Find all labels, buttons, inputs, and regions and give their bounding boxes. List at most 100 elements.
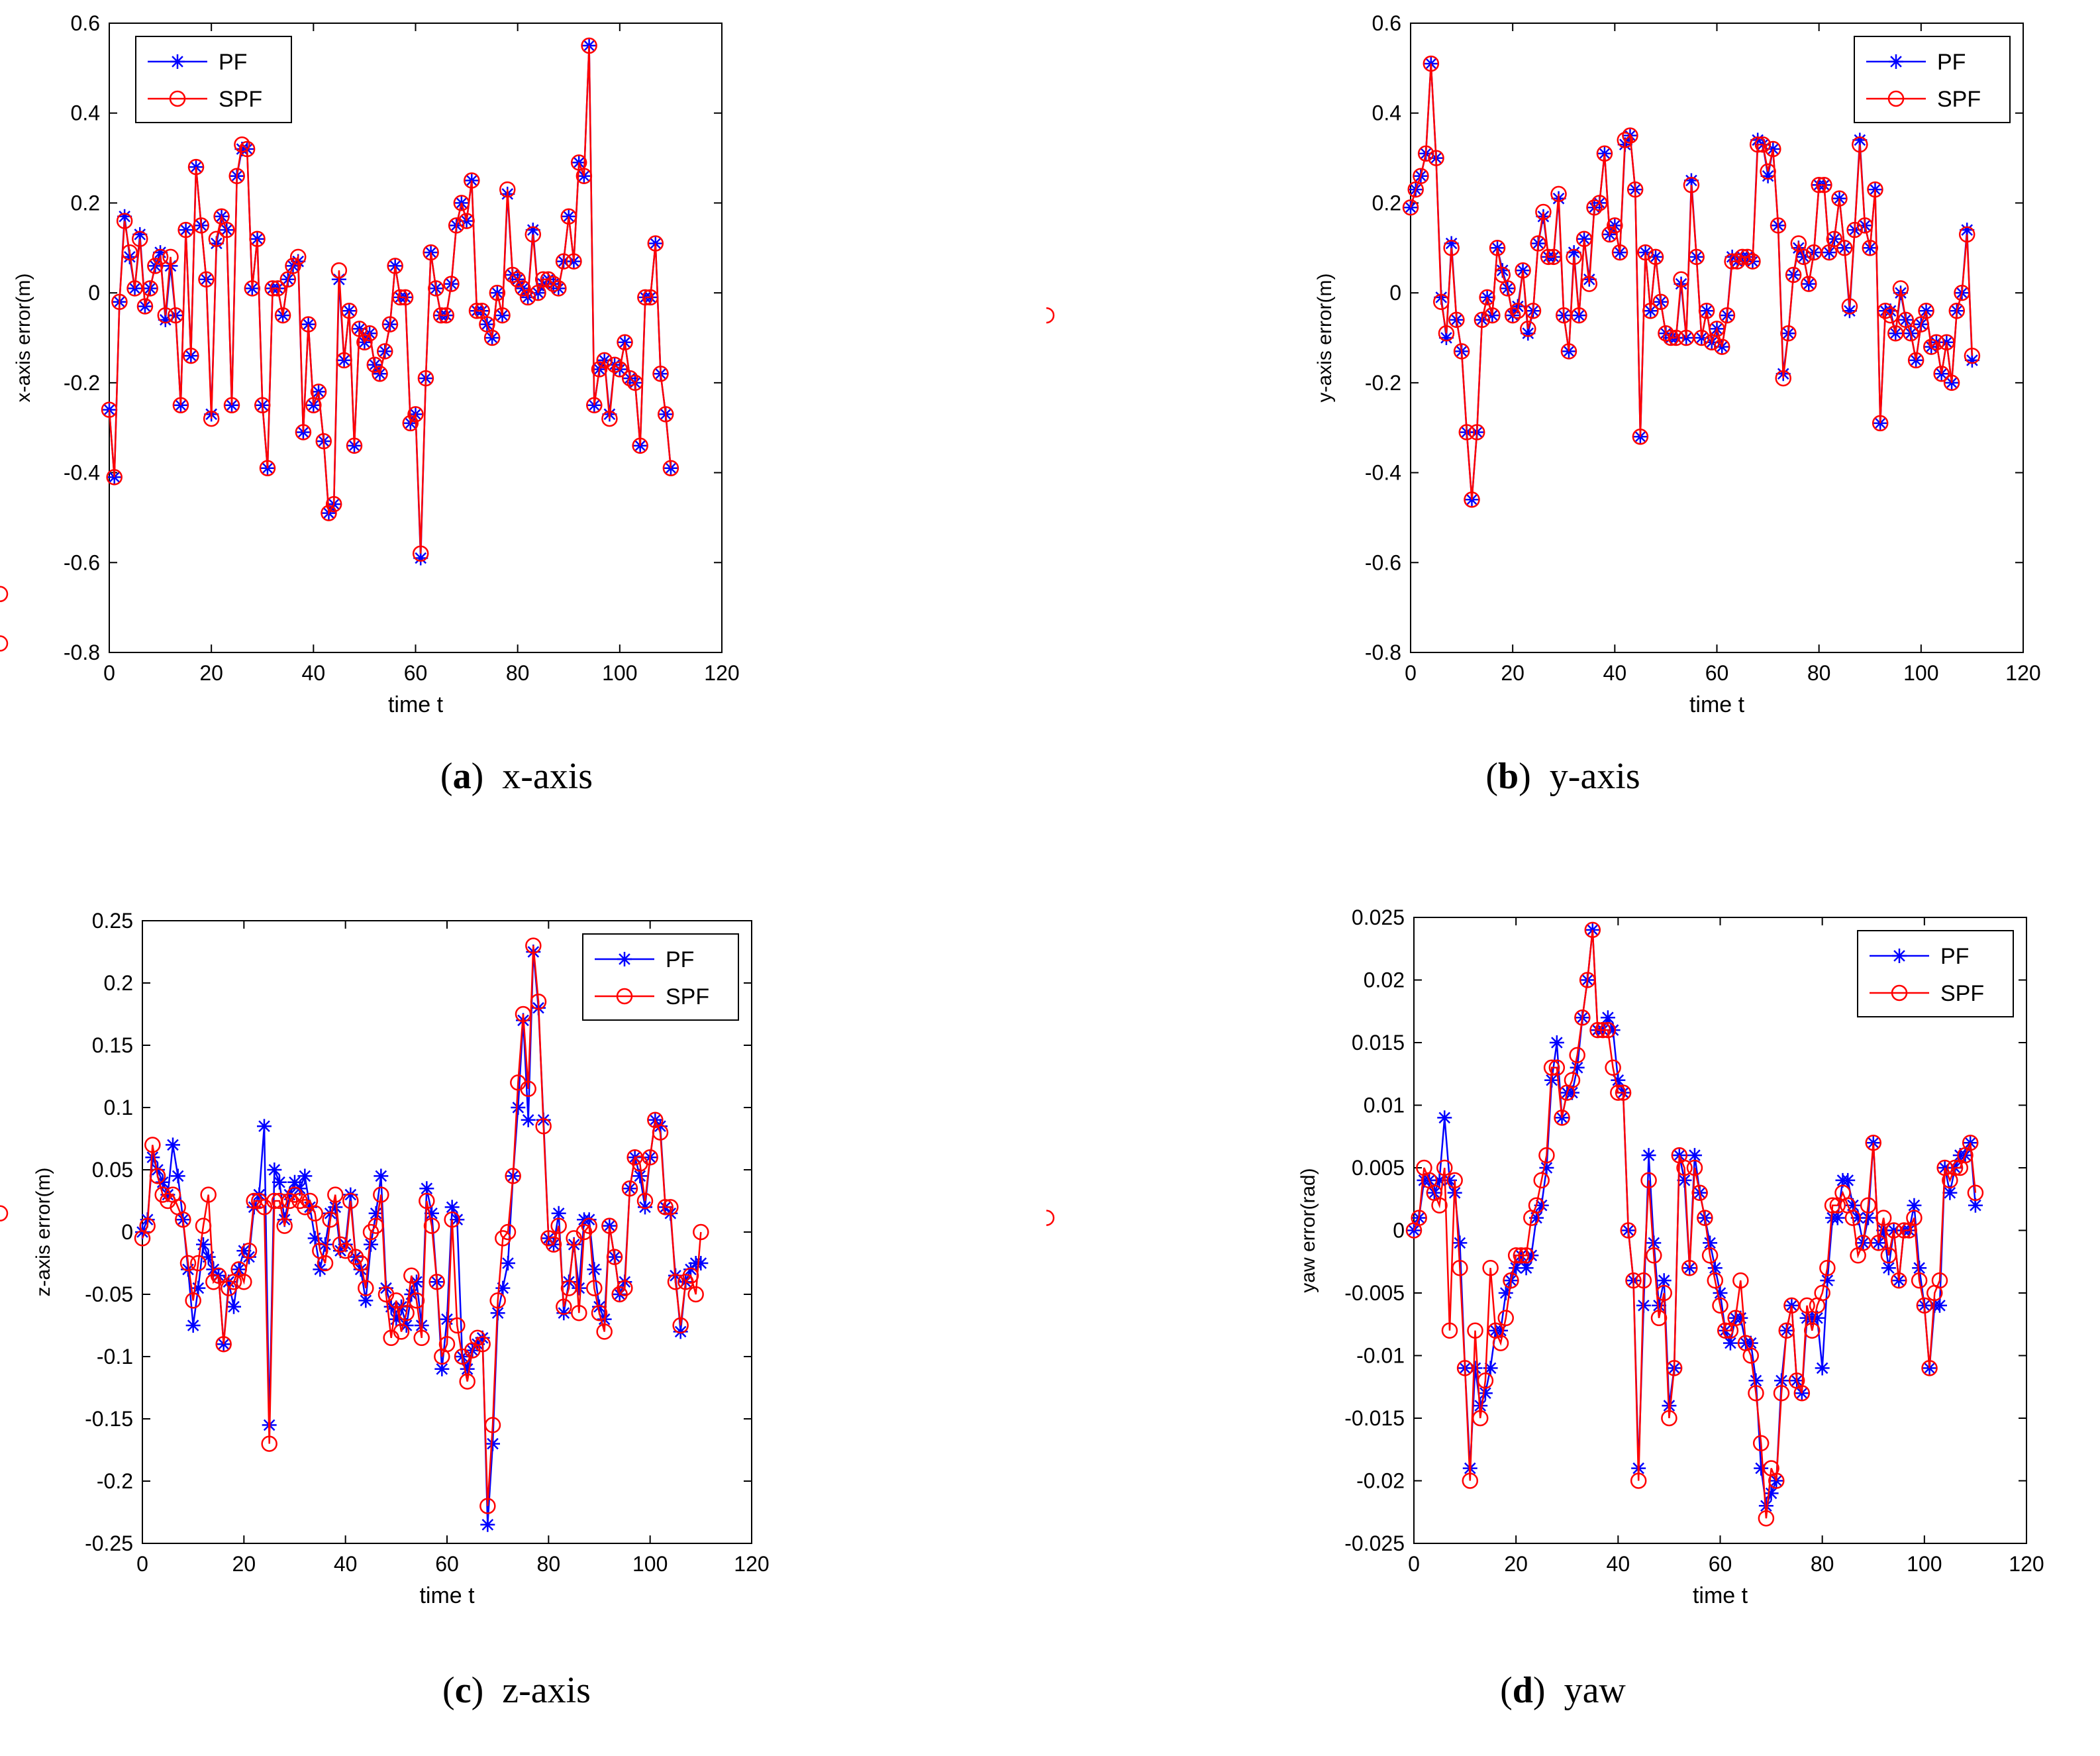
data-point-spf xyxy=(1892,280,1909,297)
data-point-pf xyxy=(196,1237,211,1252)
data-point-spf xyxy=(1535,203,1552,221)
data-point-spf xyxy=(571,1304,587,1321)
data-point-spf xyxy=(611,361,628,378)
caption-tag: b xyxy=(1497,756,1519,797)
data-point-spf xyxy=(1852,136,1868,153)
data-point-spf xyxy=(1933,366,1950,382)
y-tick-label: 0.1 xyxy=(104,1096,133,1119)
data-point-pf xyxy=(1842,303,1857,319)
data-point-pf xyxy=(185,1318,201,1333)
data-point-spf xyxy=(393,1323,410,1340)
x-tick-label: 80 xyxy=(1811,1552,1834,1576)
data-point-pf xyxy=(444,1200,460,1215)
data-point-spf xyxy=(1775,370,1791,387)
data-point-spf xyxy=(657,406,674,423)
chart-yaw: 0 20 40 60 80 100 120 -0.025 -0.02 -0.015 -0.01 -0.… xyxy=(1046,888,2044,1608)
y-tick-label: 0.015 xyxy=(1352,1031,1405,1055)
y-tick-label: 0 xyxy=(88,281,100,305)
data-point-spf xyxy=(1436,1159,1453,1176)
data-point-pf xyxy=(638,1200,652,1215)
data-point-spf xyxy=(1635,1272,1652,1289)
legend-marker-pf xyxy=(1892,949,1907,963)
data-point-spf xyxy=(1452,1259,1468,1276)
data-point-pf xyxy=(1452,1235,1468,1251)
data-point-pf xyxy=(1907,1198,1922,1213)
x-tick-label: 60 xyxy=(404,661,428,685)
plot-frame xyxy=(1413,917,2027,1544)
data-point-spf xyxy=(1701,1247,1719,1264)
data-point-spf xyxy=(149,1168,166,1184)
data-point-spf xyxy=(1931,1272,1948,1289)
data-point-spf xyxy=(1530,235,1546,252)
data-point-spf xyxy=(1431,1197,1448,1214)
data-point-spf xyxy=(215,1335,232,1353)
data-point-pf xyxy=(1656,1273,1672,1288)
data-point-spf xyxy=(438,307,454,324)
data-point-spf xyxy=(606,1249,623,1265)
data-point-spf xyxy=(1698,303,1715,319)
y-tick-label: 0.2 xyxy=(104,971,133,995)
x-axis-label: time t xyxy=(388,692,444,717)
data-point-spf xyxy=(1773,1384,1790,1402)
data-point-spf xyxy=(1640,1172,1657,1189)
data-point-spf xyxy=(662,460,679,477)
data-point-spf xyxy=(693,1223,709,1241)
y-tick-label: -0.6 xyxy=(64,550,100,574)
data-point-spf xyxy=(1468,424,1485,440)
data-point-spf xyxy=(1785,266,1802,284)
data-point-spf xyxy=(1814,1284,1830,1302)
x-tick-label: 120 xyxy=(734,1552,769,1576)
data-point-pf xyxy=(236,1243,252,1259)
data-point-pf xyxy=(632,1168,648,1184)
data-point-spf xyxy=(423,244,439,261)
data-point-spf xyxy=(203,410,220,427)
data-point-spf xyxy=(1713,338,1730,355)
data-point-spf xyxy=(1462,1472,1479,1489)
data-point-spf xyxy=(540,271,557,288)
data-point-spf xyxy=(419,1192,435,1210)
x-axis-label: time t xyxy=(1689,692,1745,717)
data-point-spf xyxy=(259,460,276,477)
data-point-spf xyxy=(198,271,215,288)
series-spf xyxy=(1046,921,1984,1527)
y-tick-label: 0 xyxy=(1389,281,1401,305)
x-tick-label: 0 xyxy=(1405,661,1417,685)
data-point-spf xyxy=(0,635,9,652)
data-point-spf xyxy=(167,307,184,324)
data-point-pf xyxy=(389,1312,404,1327)
data-point-spf xyxy=(1801,276,1817,292)
data-point-spf xyxy=(219,221,235,238)
data-point-pf xyxy=(1509,1261,1524,1276)
y-tick-label: 0.4 xyxy=(71,101,100,125)
data-point-spf xyxy=(662,1199,679,1215)
data-point-spf xyxy=(1472,1410,1489,1427)
data-point-spf xyxy=(687,1286,704,1303)
x-tick-label: 100 xyxy=(1903,661,1938,685)
data-point-pf xyxy=(132,227,148,242)
data-point-pf xyxy=(1758,1498,1774,1514)
data-point-spf xyxy=(1811,177,1827,193)
data-point-spf xyxy=(307,1205,323,1222)
data-point-spf xyxy=(1540,248,1557,266)
data-point-spf xyxy=(1443,240,1460,256)
data-point-spf xyxy=(1906,1210,1923,1226)
legend-label-pf: PF xyxy=(666,947,694,972)
data-point-spf xyxy=(550,1217,567,1234)
data-point-spf xyxy=(1411,1210,1427,1226)
legend-marker-pf xyxy=(617,952,632,966)
data-point-spf xyxy=(1617,132,1633,148)
data-point-spf xyxy=(1765,140,1781,158)
data-point-spf xyxy=(515,280,531,297)
data-point-spf xyxy=(1413,168,1429,184)
data-point-spf xyxy=(1591,195,1608,211)
data-point-spf xyxy=(321,505,337,521)
data-point-spf xyxy=(560,208,577,225)
data-point-pf xyxy=(1820,1273,1835,1288)
y-axis-label: z-axis error(m) xyxy=(32,1168,54,1297)
data-point-spf xyxy=(1717,1322,1734,1339)
data-point-pf xyxy=(1529,1210,1544,1225)
data-point-spf xyxy=(152,248,169,266)
data-point-spf xyxy=(1658,325,1674,342)
data-point-spf xyxy=(330,262,348,279)
data-point-pf xyxy=(475,1330,490,1345)
